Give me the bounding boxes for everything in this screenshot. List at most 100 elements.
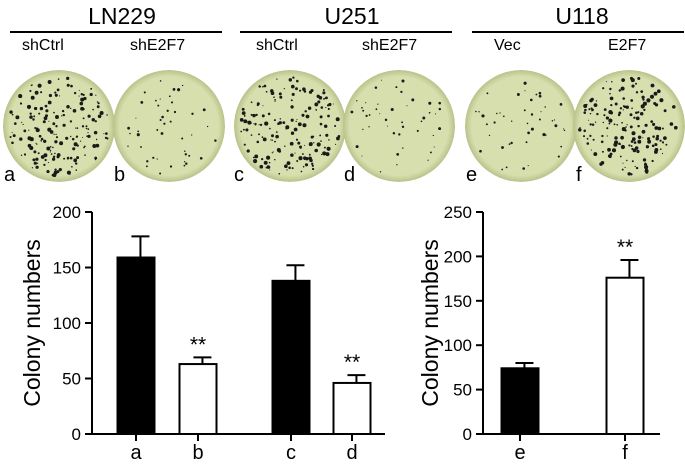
colony-dot <box>85 125 88 128</box>
colony-dot <box>319 96 322 99</box>
colony-dot <box>584 108 587 112</box>
colony-dot <box>159 118 162 122</box>
group-rule-u251 <box>240 31 452 33</box>
colony-dot <box>302 87 306 91</box>
colony-dot <box>501 146 504 149</box>
colony-dot <box>637 111 640 114</box>
colony-dot <box>265 90 268 93</box>
colony-dot <box>602 87 605 90</box>
colony-dot <box>35 127 39 130</box>
colony-dot <box>365 102 367 104</box>
colony-dot <box>37 83 42 88</box>
colony-dot <box>275 131 278 133</box>
colony-dot <box>66 76 70 81</box>
colony-dot <box>191 134 193 136</box>
colony-dot <box>627 172 631 176</box>
colony-dot <box>184 153 187 156</box>
colony-dot <box>595 100 598 102</box>
colony-dot <box>637 124 640 128</box>
colony-dot <box>523 81 527 85</box>
colony-dot <box>434 113 437 115</box>
colony-dot <box>488 134 491 137</box>
colony-dot <box>269 169 271 171</box>
colony-dot <box>661 152 664 155</box>
colony-dot <box>38 112 41 115</box>
colony-dot <box>82 107 85 111</box>
colony-dot <box>261 85 264 88</box>
colony-dot <box>47 162 49 164</box>
colony-dot <box>262 137 267 142</box>
colony-dot <box>127 145 129 147</box>
colony-dot <box>623 105 627 109</box>
colony-dot <box>322 89 325 91</box>
colony-dot <box>511 120 513 122</box>
colony-dot <box>475 110 477 113</box>
colony-dot <box>669 122 674 126</box>
colony-dot <box>368 126 370 128</box>
significance-annotation-b: ** <box>190 333 206 356</box>
colony-dot <box>29 145 34 151</box>
colony-dot <box>589 134 592 138</box>
colony-dot <box>274 158 276 161</box>
colony-dot <box>33 115 36 118</box>
colony-dot <box>356 100 358 102</box>
colony-dot <box>611 80 613 83</box>
colony-dot <box>261 136 264 138</box>
colony-dot <box>392 131 396 135</box>
dish-agar <box>573 70 685 182</box>
colony-dot <box>411 98 415 102</box>
x-tick-label-a: a <box>130 442 142 464</box>
colony-dot <box>155 99 157 102</box>
colony-dot <box>36 143 38 145</box>
colony-dot <box>75 169 78 171</box>
colony-dot <box>256 140 260 144</box>
colony-dot <box>320 106 324 109</box>
colony-dot <box>641 95 645 99</box>
colony-dot <box>29 112 32 115</box>
colony-dot <box>387 125 389 127</box>
colony-dot <box>54 168 57 171</box>
colony-dot <box>103 133 105 135</box>
colony-dot <box>85 127 88 130</box>
colony-dot <box>636 149 640 154</box>
colony-dot <box>505 166 508 169</box>
colony-dot <box>499 112 501 114</box>
colony-dot <box>379 171 382 173</box>
colony-dot <box>183 161 186 163</box>
colony-dot <box>325 107 327 109</box>
colony-dot <box>591 123 595 127</box>
colony-dot <box>296 160 299 162</box>
colony-dot <box>665 143 668 146</box>
colony-dot <box>53 111 55 114</box>
colony-dot <box>617 113 621 117</box>
colony-dot <box>188 154 191 157</box>
colony-dot <box>69 173 71 175</box>
colony-dot <box>47 127 52 132</box>
colony-dot <box>45 109 49 113</box>
colony-dot <box>622 162 624 164</box>
colony-dot <box>245 128 249 132</box>
colony-dot <box>295 138 299 141</box>
colony-dot <box>538 118 541 121</box>
colony-dot <box>58 167 62 172</box>
x-tick-label-d: d <box>346 442 357 464</box>
colony-dot <box>272 151 274 153</box>
colony-dot <box>663 109 667 113</box>
dish-letter-c: c <box>234 164 244 186</box>
colony-dot <box>56 88 60 92</box>
colony-dot <box>40 137 44 141</box>
dish-agar <box>343 70 455 182</box>
colony-dot <box>63 157 66 160</box>
colony-dot <box>276 78 278 80</box>
colony-dot <box>614 102 618 106</box>
colony-dot <box>606 135 608 137</box>
colony-dot <box>76 127 79 130</box>
colony-dot <box>323 124 328 128</box>
colony-dot <box>19 137 23 141</box>
colony-dot <box>542 133 546 137</box>
colony-dot <box>55 136 59 139</box>
colony-dot <box>31 167 34 169</box>
colony-dot <box>642 98 645 101</box>
colony-dot <box>650 120 654 123</box>
colony-dot <box>296 118 298 121</box>
